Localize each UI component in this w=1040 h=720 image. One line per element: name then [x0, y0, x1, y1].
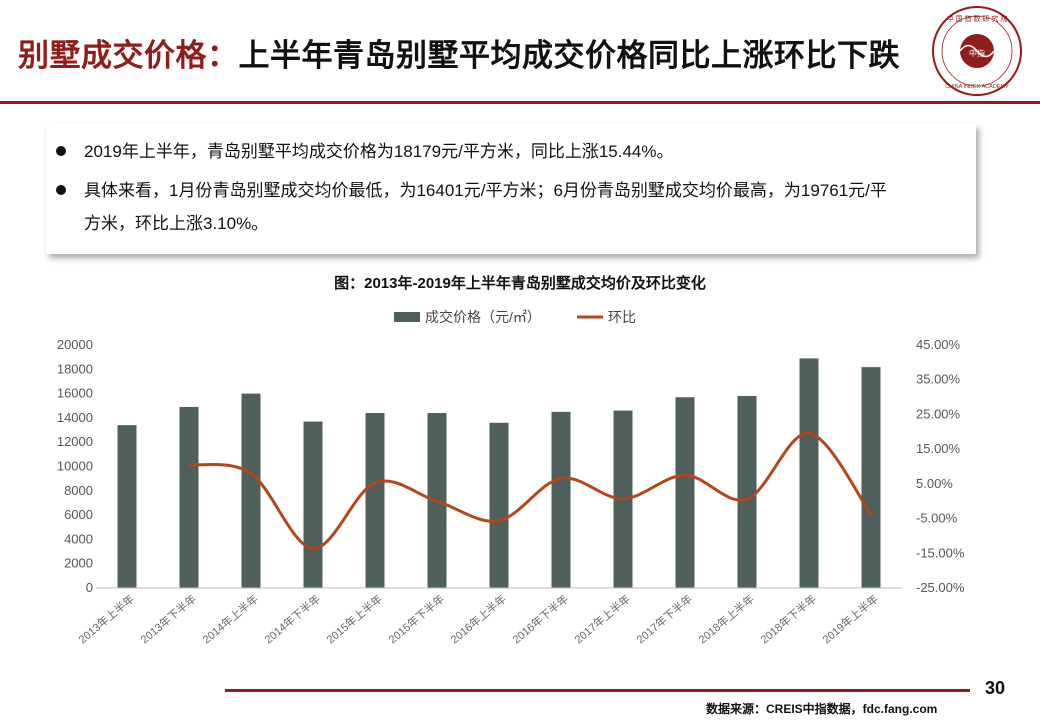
price-bar — [737, 396, 757, 588]
y-left-tick-label: 0 — [86, 580, 93, 595]
summary-box: 2019年上半年，青岛别墅平均成交价格为18179元/平方米，同比上涨15.44… — [46, 124, 976, 254]
x-tick-label: 2017年上半年 — [571, 592, 632, 647]
summary-bullet: 具体来看，1月份青岛别墅成交均价最低，为16401元/平方米；6月份青岛别墅成交… — [56, 174, 956, 240]
x-tick-label: 2015年下半年 — [385, 592, 446, 647]
bullet-dot-icon — [56, 184, 66, 195]
x-tick-label: 2014年下半年 — [261, 592, 322, 647]
y-left-tick-label: 20000 — [57, 337, 93, 352]
y-right-tick-label: 25.00% — [916, 406, 961, 421]
svg-text:CHINA INDEX ACADEMY: CHINA INDEX ACADEMY — [945, 84, 1009, 90]
china-index-academy-logo: 中 国 指 数 研 究 院 中指 CHINA INDEX ACADEMY — [932, 6, 1022, 96]
y-left-tick-label: 10000 — [57, 459, 93, 474]
y-left-tick-label: 18000 — [57, 361, 93, 376]
price-bar — [303, 421, 323, 588]
y-right-tick-label: -5.00% — [916, 511, 958, 526]
x-tick-label: 2019年上半年 — [819, 592, 880, 647]
svg-text:中 国 指 数 研 究 院: 中 国 指 数 研 究 院 — [947, 14, 1008, 23]
chart-title: 图：2013年-2019年上半年青岛别墅成交均价及环比变化 — [334, 274, 706, 292]
bullet-text-continuation: 方米，环比上涨3.10%。 — [84, 214, 269, 233]
y-right-tick-label: 45.00% — [916, 337, 961, 352]
y-left-tick-label: 6000 — [64, 507, 93, 522]
x-tick-label: 2017年下半年 — [633, 592, 694, 647]
svg-text:中指: 中指 — [969, 48, 985, 58]
y-left-tick-label: 2000 — [64, 556, 93, 571]
y-right-tick-label: 35.00% — [916, 372, 961, 387]
price-bar — [489, 422, 509, 588]
y-right-tick-label: 15.00% — [916, 441, 961, 456]
price-bar — [799, 358, 819, 588]
title-divider — [0, 101, 1040, 104]
price-bar — [861, 367, 881, 588]
price-bar — [241, 393, 261, 588]
price-bar — [675, 397, 695, 588]
bullet-text: 具体来看，1月份青岛别墅成交均价最低，为16401元/平方米；6月份青岛别墅成交… — [84, 181, 887, 200]
x-tick-label: 2013年下半年 — [137, 592, 198, 647]
y-left-tick-label: 12000 — [57, 434, 93, 449]
price-bar — [551, 411, 571, 588]
legend-swatch-price — [394, 312, 420, 322]
y-left-tick-label: 8000 — [64, 483, 93, 498]
bullet-dot-icon — [56, 145, 66, 156]
price-bar — [117, 425, 137, 588]
x-tick-label: 2014年上半年 — [199, 592, 260, 647]
x-tick-label: 2013年上半年 — [75, 592, 136, 647]
y-right-tick-label: -15.00% — [916, 545, 965, 560]
title-main: 上半年青岛别墅平均成交价格同比上涨环比下跌 — [238, 38, 900, 73]
x-tick-label: 2016年上半年 — [447, 592, 508, 647]
data-source: 数据来源：CREIS中指数据，fdc.fang.com — [706, 702, 938, 716]
slide-title: 别墅成交价格：上半年青岛别墅平均成交价格同比上涨环比下跌 — [18, 30, 900, 75]
y-left-tick-label: 16000 — [57, 386, 93, 401]
title-prefix: 别墅成交价格： — [18, 38, 239, 73]
page-number: 30 — [985, 678, 1006, 698]
y-left-tick-label: 4000 — [64, 531, 93, 546]
price-bar — [179, 406, 199, 588]
x-tick-label: 2018年下半年 — [757, 592, 818, 647]
x-tick-label: 2018年上半年 — [695, 592, 756, 647]
legend-label-mom: 环比 — [608, 309, 636, 325]
summary-bullet: 2019年上半年，青岛别墅平均成交价格为18179元/平方米，同比上涨15.44… — [56, 135, 673, 168]
y-left-tick-label: 14000 — [57, 410, 93, 425]
price-bar — [365, 413, 385, 588]
y-right-tick-label: 5.00% — [916, 476, 953, 491]
y-right-tick-label: -25.00% — [916, 580, 965, 595]
legend-label-price: 成交价格（元/㎡） — [425, 309, 541, 325]
bullet-text: 2019年上半年，青岛别墅平均成交价格为18179元/平方米，同比上涨15.44… — [84, 142, 674, 161]
mom-line — [188, 431, 873, 550]
x-tick-label: 2015年上半年 — [323, 592, 384, 647]
x-tick-label: 2016年下半年 — [509, 592, 570, 647]
footer-divider — [225, 689, 970, 692]
